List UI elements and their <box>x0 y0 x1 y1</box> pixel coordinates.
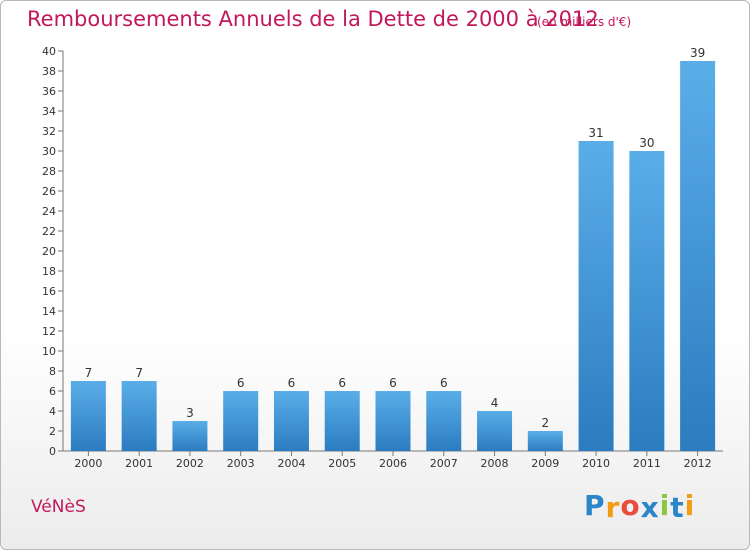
commune-name: VéNèS <box>31 497 86 517</box>
y-tick-label: 34 <box>42 105 56 118</box>
y-tick-label: 24 <box>42 205 56 218</box>
data-label-2012: 39 <box>690 46 705 60</box>
bar-2008 <box>477 411 513 451</box>
y-tick-label: 38 <box>42 65 56 78</box>
bar-2004 <box>273 391 309 451</box>
x-tick-label: 2000 <box>74 457 102 470</box>
y-tick-label: 30 <box>42 145 56 158</box>
chart-title: Remboursements Annuels de la Dette de 20… <box>27 7 599 31</box>
y-tick-label: 8 <box>49 365 56 378</box>
y-tick-label: 32 <box>42 125 56 138</box>
y-tick-label: 18 <box>42 265 56 278</box>
bar-2000 <box>70 381 106 451</box>
x-tick-label: 2001 <box>125 457 153 470</box>
x-tick-label: 2003 <box>227 457 255 470</box>
y-tick-label: 16 <box>42 285 56 298</box>
data-label-2008: 4 <box>491 396 499 410</box>
x-tick-label: 2007 <box>430 457 458 470</box>
y-tick-label: 28 <box>42 165 56 178</box>
bar-2012 <box>680 61 716 451</box>
y-tick-label: 40 <box>42 45 56 58</box>
y-tick-label: 22 <box>42 225 56 238</box>
data-label-2002: 3 <box>186 406 194 420</box>
x-tick-label: 2008 <box>481 457 509 470</box>
data-label-2004: 6 <box>288 376 296 390</box>
bar-2005 <box>324 391 360 451</box>
x-tick-label: 2002 <box>176 457 204 470</box>
bar-2006 <box>375 391 411 451</box>
x-tick-label: 2010 <box>582 457 610 470</box>
data-label-2007: 6 <box>440 376 448 390</box>
bar-2001 <box>121 381 157 451</box>
x-tick-label: 2009 <box>531 457 559 470</box>
bar-2007 <box>426 391 462 451</box>
chart-subtitle: (en milliers d'€) <box>537 15 632 29</box>
y-tick-label: 4 <box>49 405 56 418</box>
y-tick-label: 10 <box>42 345 56 358</box>
proxiti-logo: Proxiti <box>584 489 696 524</box>
y-tick-label: 0 <box>49 445 56 458</box>
data-label-2010: 31 <box>588 126 603 140</box>
data-label-2000: 7 <box>85 366 93 380</box>
y-tick-label: 6 <box>49 385 56 398</box>
data-label-2005: 6 <box>338 376 346 390</box>
y-tick-label: 26 <box>42 185 56 198</box>
data-label-2003: 6 <box>237 376 245 390</box>
bar-2003 <box>223 391 259 451</box>
x-tick-label: 2011 <box>633 457 661 470</box>
bar-2009 <box>527 431 563 451</box>
x-tick-label: 2012 <box>684 457 712 470</box>
x-tick-label: 2004 <box>277 457 305 470</box>
data-label-2006: 6 <box>389 376 397 390</box>
y-tick-label: 36 <box>42 85 56 98</box>
x-tick-label: 2005 <box>328 457 356 470</box>
data-label-2001: 7 <box>135 366 143 380</box>
y-tick-label: 14 <box>42 305 56 318</box>
bar-2002 <box>172 421 208 451</box>
bar-2010 <box>578 141 614 451</box>
bar-2011 <box>629 151 665 451</box>
y-tick-label: 2 <box>49 425 56 438</box>
data-label-2011: 30 <box>639 136 654 150</box>
y-tick-label: 12 <box>42 325 56 338</box>
y-tick-label: 20 <box>42 245 56 258</box>
data-label-2009: 2 <box>541 416 549 430</box>
x-tick-label: 2006 <box>379 457 407 470</box>
